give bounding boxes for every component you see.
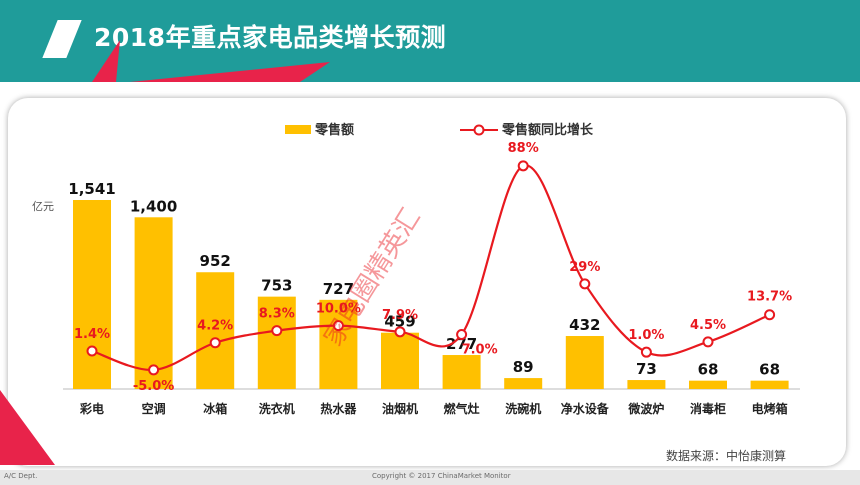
growth-value-label: -5.0% <box>133 379 174 394</box>
corner-decoration <box>0 390 55 465</box>
x-tick-label: 洗碗机 <box>505 401 541 416</box>
bar <box>504 378 543 389</box>
growth-value-label: 10.0% <box>316 302 361 317</box>
footer-copyright: Copyright © 2017 ChinaMarket Monitor <box>372 472 511 480</box>
x-tick-label: 热水器 <box>320 401 357 416</box>
growth-value-label: 7.0% <box>462 342 498 357</box>
bar-value-label: 277 <box>446 335 477 353</box>
bar <box>134 217 173 389</box>
bar-value-label: 1,400 <box>130 197 177 215</box>
x-tick-label: 彩电 <box>79 401 104 416</box>
slide-header: 2018年重点家电品类增长预测 <box>0 0 860 82</box>
bar-value-label: 432 <box>569 316 600 334</box>
x-tick-label: 电烤箱 <box>752 401 788 416</box>
legend-label-line: 零售额同比增长 <box>501 122 594 138</box>
growth-point <box>456 328 468 340</box>
y-unit-label: 亿元 <box>32 200 54 213</box>
bar-value-label: 1,541 <box>68 180 115 198</box>
bar <box>750 380 789 389</box>
bar-value-label: 89 <box>513 358 534 376</box>
growth-value-label: 29% <box>569 260 600 275</box>
legend-label-bar: 零售额 <box>314 122 354 138</box>
growth-point <box>579 278 591 290</box>
growth-point <box>148 364 160 376</box>
x-tick-label: 净水设备 <box>561 401 610 416</box>
growth-point <box>332 320 344 332</box>
x-tick-label: 燃气灶 <box>444 401 480 416</box>
bar <box>565 336 604 389</box>
chart-panel: 零售额 零售额同比增长 亿元 1,541 1,400 952 753 727 459 277… <box>8 98 846 466</box>
chart-legend: 零售额 零售额同比增长 <box>285 122 594 138</box>
slide-footer: A/C Dept. Copyright © 2017 ChinaMarket M… <box>0 470 860 485</box>
growth-point <box>702 336 714 348</box>
growth-value-label: 1.4% <box>74 327 110 342</box>
growth-line <box>91 164 771 371</box>
x-tick-label: 消毒柜 <box>690 401 726 416</box>
bar <box>689 380 727 389</box>
growth-value-label: 1.0% <box>628 328 664 343</box>
bar <box>381 332 419 389</box>
slide-title: 2018年重点家电品类增长预测 <box>94 23 447 52</box>
bar <box>319 299 358 389</box>
growth-value-label: 4.5% <box>690 318 726 333</box>
line-series: 1.4% -5.0% 4.2% 8.3% 10.0% 7.9% 7.0% 88% 29% 1.0%… <box>74 141 792 394</box>
bar-value-label: 68 <box>759 361 780 379</box>
growth-value-label: 8.3% <box>259 307 295 322</box>
bar-value-label: 73 <box>636 360 657 378</box>
x-tick-label: 油烟机 <box>382 401 418 416</box>
growth-point <box>209 337 221 349</box>
bar <box>73 200 111 389</box>
bar-value-label: 459 <box>384 313 415 331</box>
x-tick-label: 空调 <box>142 401 166 416</box>
growth-point <box>394 326 406 338</box>
bar-value-label: 68 <box>698 361 719 379</box>
growth-value-label: 7.9% <box>382 308 418 323</box>
growth-point <box>86 345 98 357</box>
bar <box>627 380 666 389</box>
x-axis-labels: 彩电 空调 冰箱 洗衣机 热水器 油烟机 燃气灶 洗碗机 净水设备 微波炉 消毒柜 电烤箱 <box>79 401 788 416</box>
source-note: 数据来源：中怡康测算 <box>666 448 786 463</box>
growth-value-label: 4.2% <box>197 319 233 334</box>
bar-series: 1,541 1,400 952 753 727 459 277 89 432 73 68 68 <box>68 180 789 389</box>
bar <box>257 296 296 389</box>
growth-point <box>271 325 283 337</box>
legend-swatch-bar <box>285 125 311 134</box>
bar-value-label: 753 <box>261 277 292 295</box>
x-tick-label: 冰箱 <box>203 401 227 416</box>
bar-value-label: 727 <box>323 280 354 298</box>
x-tick-label: 微波炉 <box>627 401 664 416</box>
chart: 零售额 零售额同比增长 亿元 1,541 1,400 952 753 727 459 277… <box>32 122 800 463</box>
bar <box>196 272 235 389</box>
legend-marker-line <box>473 124 485 136</box>
growth-value-label: 88% <box>508 141 539 156</box>
growth-point <box>640 346 652 358</box>
growth-point <box>517 160 529 172</box>
growth-point <box>764 309 776 321</box>
header-decoration <box>92 40 330 82</box>
footer-dept: A/C Dept. <box>4 472 38 480</box>
growth-value-label: 13.7% <box>747 290 792 305</box>
bar <box>442 355 481 389</box>
x-tick-label: 洗衣机 <box>259 401 295 416</box>
bar-value-label: 952 <box>200 252 231 270</box>
